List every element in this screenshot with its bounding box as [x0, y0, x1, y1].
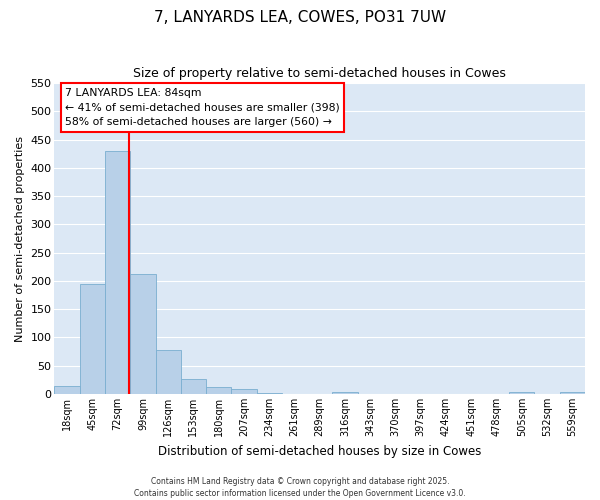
Bar — [257, 393, 282, 394]
Bar — [509, 392, 535, 394]
X-axis label: Distribution of semi-detached houses by size in Cowes: Distribution of semi-detached houses by … — [158, 444, 481, 458]
Bar — [206, 387, 232, 394]
Bar — [155, 350, 181, 394]
Bar — [105, 151, 130, 394]
Title: Size of property relative to semi-detached houses in Cowes: Size of property relative to semi-detach… — [133, 68, 506, 80]
Bar — [232, 390, 257, 394]
Bar — [181, 378, 206, 394]
Bar — [55, 386, 80, 394]
Bar — [560, 392, 585, 394]
Bar — [130, 274, 155, 394]
Text: Contains HM Land Registry data © Crown copyright and database right 2025.
Contai: Contains HM Land Registry data © Crown c… — [134, 476, 466, 498]
Text: 7, LANYARDS LEA, COWES, PO31 7UW: 7, LANYARDS LEA, COWES, PO31 7UW — [154, 10, 446, 25]
Y-axis label: Number of semi-detached properties: Number of semi-detached properties — [15, 136, 25, 342]
Bar — [332, 392, 358, 394]
Text: 7 LANYARDS LEA: 84sqm
← 41% of semi-detached houses are smaller (398)
58% of sem: 7 LANYARDS LEA: 84sqm ← 41% of semi-deta… — [65, 88, 340, 128]
Bar — [80, 284, 105, 394]
